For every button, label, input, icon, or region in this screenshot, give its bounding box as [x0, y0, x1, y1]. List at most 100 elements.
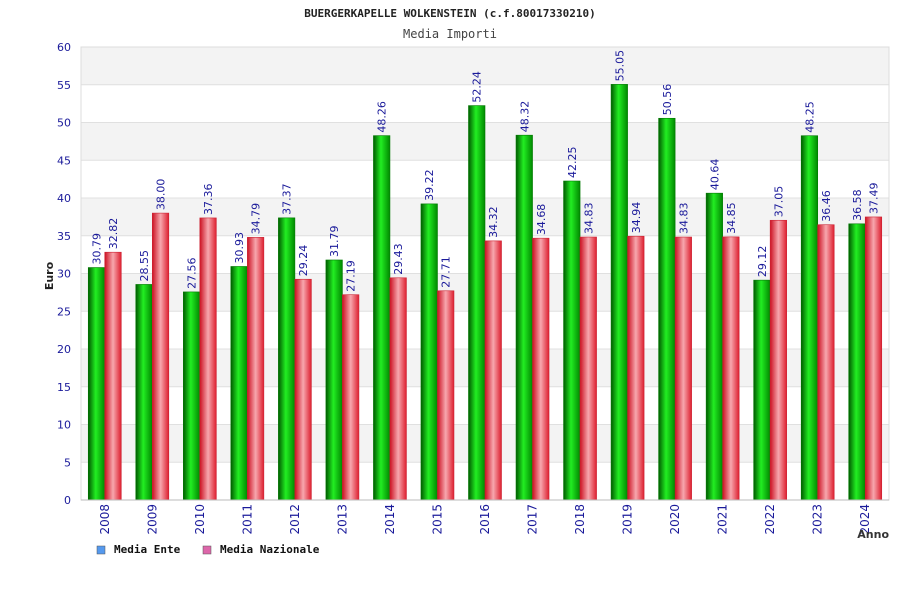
- bar-media-ente-2020: [658, 117, 676, 501]
- chart-title: BUERGERKAPELLE WOLKENSTEIN (c.f.80017330…: [304, 7, 595, 20]
- data-label: 30.79: [91, 233, 104, 265]
- bar-media-ente-2017: [515, 134, 533, 501]
- bar-media-ente-2009: [135, 284, 153, 501]
- bar-media-ente-2014: [373, 135, 391, 501]
- data-label: 30.93: [233, 232, 246, 264]
- bar-media-nazionale-2015: [437, 290, 455, 501]
- bar-media-ente-2018: [563, 180, 581, 501]
- y-tick-label: 45: [57, 154, 71, 167]
- bar-media-ente-2008: [87, 267, 106, 501]
- x-tick-label: 2008: [98, 504, 112, 535]
- chart-subtitle: Media Importi: [403, 27, 497, 41]
- x-tick-label: 2024: [858, 504, 872, 535]
- y-tick-label: 10: [57, 419, 71, 432]
- bar-media-ente-2013: [325, 259, 343, 501]
- y-tick-label: 20: [57, 343, 71, 356]
- x-tick-label: 2014: [383, 504, 397, 535]
- y-tick-label: 35: [57, 230, 71, 243]
- x-tick-label: 2012: [288, 504, 302, 535]
- data-label: 27.71: [440, 256, 453, 288]
- data-label: 28.55: [138, 250, 151, 282]
- bar-media-nazionale-2013: [342, 294, 360, 501]
- data-label: 31.79: [328, 225, 341, 257]
- data-label: 40.64: [708, 159, 721, 191]
- bar-media-nazionale-2009: [151, 212, 170, 501]
- bar-media-ente-2015: [420, 203, 438, 501]
- data-label: 37.37: [281, 183, 294, 215]
- bar-media-nazionale-2016: [484, 240, 502, 501]
- data-label: 50.56: [661, 84, 674, 116]
- data-label: 34.94: [630, 202, 643, 234]
- bar-media-nazionale-2020: [674, 236, 692, 501]
- x-tick-label: 2022: [763, 504, 777, 535]
- x-axis-label: Anno: [857, 528, 889, 541]
- legend: Media Ente Media Nazionale: [96, 543, 320, 556]
- bar-media-nazionale-2014: [389, 277, 407, 501]
- y-tick-label: 15: [57, 381, 71, 394]
- data-label: 36.58: [851, 189, 864, 221]
- bar-media-ente-2022: [753, 279, 771, 501]
- data-label: 42.25: [566, 147, 579, 179]
- x-tick-label: 2015: [430, 504, 444, 535]
- bar-media-ente-2016: [468, 105, 486, 501]
- data-label: 34.32: [487, 206, 500, 238]
- data-label: 32.82: [107, 218, 120, 250]
- data-label: 34.68: [535, 204, 548, 236]
- y-tick-label: 40: [57, 192, 71, 205]
- data-label: 39.22: [423, 169, 436, 201]
- bar-media-ente-2019: [610, 84, 628, 501]
- x-tick-label: 2019: [621, 504, 635, 535]
- y-tick-label: 5: [64, 456, 71, 469]
- x-tick-label: 2010: [193, 504, 207, 535]
- bar-media-ente-2011: [230, 266, 248, 501]
- bar-media-nazionale-2022: [769, 219, 787, 501]
- bar-media-nazionale-2017: [532, 237, 550, 501]
- data-label: 34.83: [677, 203, 690, 235]
- x-tick-label: 2016: [478, 504, 492, 535]
- bar-media-nazionale-2023: [817, 224, 835, 501]
- data-label: 48.25: [803, 101, 816, 133]
- bar-media-nazionale-2012: [294, 278, 312, 501]
- data-label: 38.00: [155, 179, 168, 211]
- data-label: 29.24: [297, 245, 310, 277]
- legend-label: Media Ente: [114, 543, 181, 556]
- y-tick-label: 60: [57, 41, 71, 54]
- x-tick-label: 2011: [240, 504, 254, 535]
- data-label: 27.56: [186, 257, 199, 289]
- data-label: 37.49: [867, 182, 880, 214]
- y-tick-label: 25: [57, 305, 71, 318]
- bar-media-nazionale-2019: [627, 235, 645, 501]
- data-label: 34.79: [250, 203, 263, 235]
- x-tick-label: 2021: [716, 504, 730, 535]
- data-label: 48.26: [376, 101, 389, 133]
- bar-media-ente-2021: [705, 192, 723, 501]
- y-tick-label: 50: [57, 117, 71, 130]
- bar-media-nazionale-2018: [579, 236, 597, 501]
- legend-swatch: [202, 545, 212, 555]
- x-tick-label: 2023: [811, 504, 825, 535]
- legend-label: Media Nazionale: [220, 543, 320, 556]
- data-label: 29.43: [392, 243, 405, 275]
- x-tick-label: 2017: [526, 504, 540, 535]
- data-label: 29.12: [756, 246, 769, 278]
- y-tick-label: 0: [64, 494, 71, 507]
- data-label: 48.32: [518, 101, 531, 133]
- x-tick-label: 2020: [668, 504, 682, 535]
- y-axis-label: Euro: [43, 261, 56, 290]
- x-tick-label: 2013: [335, 504, 349, 535]
- bar-media-nazionale-2011: [247, 237, 265, 501]
- x-tick-label: 2009: [145, 504, 159, 535]
- x-tick-label: 2018: [573, 504, 587, 535]
- bar-media-nazionale-2024: [864, 216, 883, 501]
- y-axis: 0 5 10 15 20 25 30 35 40 45 50 55 60: [57, 41, 71, 507]
- legend-swatch: [96, 545, 106, 555]
- bar-media-nazionale-2010: [199, 217, 217, 501]
- data-label: 52.24: [471, 71, 484, 103]
- bar-media-ente-2023: [800, 135, 819, 501]
- x-axis: 2008 2009 2010 2011 2012 2013 2014 2015 2016 2017…: [81, 499, 889, 535]
- data-label: 37.36: [202, 183, 215, 215]
- data-label: 36.46: [820, 190, 833, 222]
- data-label: 34.85: [725, 202, 738, 234]
- bar-media-ente-2024: [848, 223, 866, 501]
